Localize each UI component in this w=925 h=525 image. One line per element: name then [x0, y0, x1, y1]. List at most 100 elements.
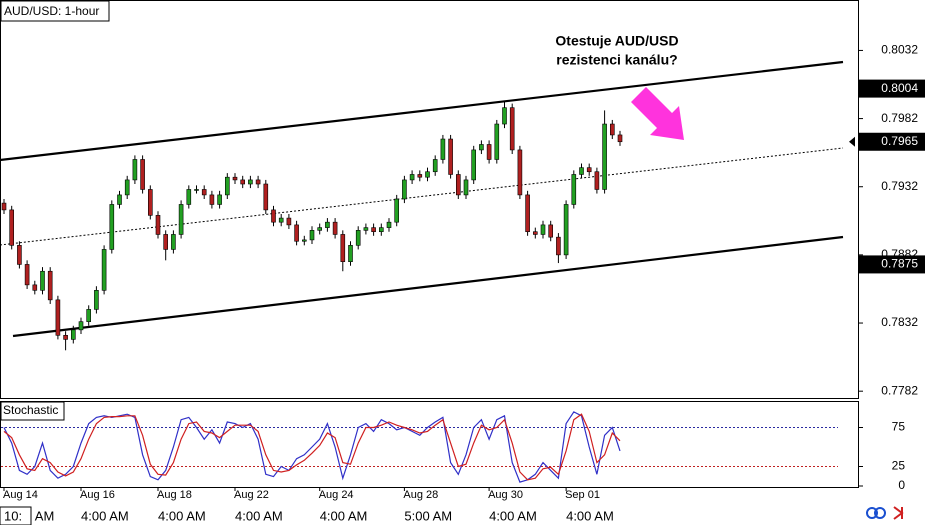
candle-body [556, 236, 561, 256]
candle-body [140, 159, 145, 190]
x-tick-label: Sep 01 [565, 489, 600, 501]
candle-body [517, 149, 523, 196]
candle-body [1, 202, 7, 211]
x-time-label: 5:00 AM [404, 508, 452, 523]
candle-body [78, 321, 84, 331]
y-tick-label: 0.7982 [881, 111, 918, 125]
price-label-box [859, 79, 925, 98]
candle-body [71, 329, 76, 340]
candle-body [563, 204, 569, 256]
x-time-label: 4:00 AM [158, 508, 206, 523]
candle-body [386, 221, 392, 228]
indicator-box [0, 401, 65, 421]
candle-body [463, 179, 469, 196]
y-tick-label: 25 [892, 459, 906, 473]
x-time-label: 10: [4, 508, 22, 523]
candle-body [148, 189, 153, 216]
candle-body [225, 176, 230, 196]
candle-body [548, 224, 554, 238]
candle-body [332, 221, 338, 235]
candle-body [248, 179, 253, 185]
candle-body [117, 194, 122, 205]
candle-body [325, 221, 330, 228]
candle-body [532, 231, 538, 235]
channel-lower [12, 235, 844, 338]
candle-body [540, 224, 546, 235]
candle-body [486, 144, 492, 160]
candle-body [355, 230, 361, 246]
price-label-box [859, 255, 925, 274]
x-time-label: 4:00 AM [566, 508, 614, 523]
candle-body [209, 194, 215, 205]
candle-body [571, 174, 577, 205]
chart-title: AUD/USD: 1-hour [4, 4, 99, 18]
candle-body [163, 234, 168, 250]
candle-body [425, 171, 430, 178]
candle-body [232, 176, 238, 181]
candle-body [471, 149, 477, 181]
candle-body [525, 194, 530, 233]
candle-body [278, 217, 284, 223]
indicator-title: Stochastic [3, 403, 58, 417]
candle-body [101, 249, 107, 291]
x-tick-label: Aug 30 [488, 489, 523, 501]
candle-body [17, 245, 22, 265]
candle-body [286, 217, 292, 226]
candle-body [94, 290, 99, 310]
candle-body [240, 179, 245, 185]
candle-body [24, 264, 30, 286]
stochastic-line [3, 411, 621, 483]
x-time-label: AM [35, 508, 55, 523]
candle-body [155, 215, 161, 235]
candle-body [371, 227, 376, 233]
x-tick-label: Aug 16 [80, 489, 115, 501]
candle-body [378, 227, 384, 233]
price-pointer [849, 136, 855, 147]
candle-body [494, 123, 500, 160]
x-time-label: 4:00 AM [489, 508, 537, 523]
candle-body [617, 134, 623, 143]
candle-body [171, 234, 176, 250]
candle-body [271, 209, 276, 223]
time-box [0, 506, 32, 525]
y-tick-label: 0 [898, 478, 905, 492]
candle-body [255, 179, 261, 185]
x-time-label: 4:00 AM [320, 508, 368, 523]
price-label: 0.7965 [881, 134, 918, 148]
candle-body [479, 144, 484, 151]
x-tick-label: Aug 14 [3, 489, 38, 501]
annotation: rezistenci kanálu? [556, 52, 677, 68]
y-tick-label: 0.7782 [881, 383, 918, 397]
candle-body [440, 138, 446, 160]
price-label: 0.7875 [881, 257, 918, 271]
candle-body [348, 245, 353, 262]
candle-body [317, 227, 323, 231]
candle-body [394, 198, 400, 223]
arrow [631, 87, 684, 140]
candle-body [432, 159, 438, 173]
stochastic-panel [0, 401, 859, 488]
candle-body [602, 123, 607, 190]
candle-body [609, 123, 615, 136]
candle-body [402, 179, 407, 200]
candle-body [340, 234, 346, 262]
x-time-label: 4:00 AM [235, 508, 283, 523]
candle-body [63, 335, 68, 340]
price-label-box [859, 132, 925, 151]
icons [866, 506, 904, 520]
candle-body [409, 174, 415, 181]
candle-body [194, 189, 199, 191]
price-label: 0.8004 [881, 81, 918, 95]
candle-body [132, 159, 138, 181]
candle-body [32, 284, 38, 291]
x-time-label: 4:00 AM [81, 508, 129, 523]
x-tick-label: Aug 22 [234, 489, 269, 501]
candle-body [594, 171, 600, 190]
candle-body [217, 194, 222, 205]
candle-body [301, 239, 307, 242]
candle-body [40, 270, 45, 291]
candle-body [417, 174, 423, 178]
x-tick-label: Aug 28 [403, 489, 438, 501]
candle-body [309, 230, 315, 241]
